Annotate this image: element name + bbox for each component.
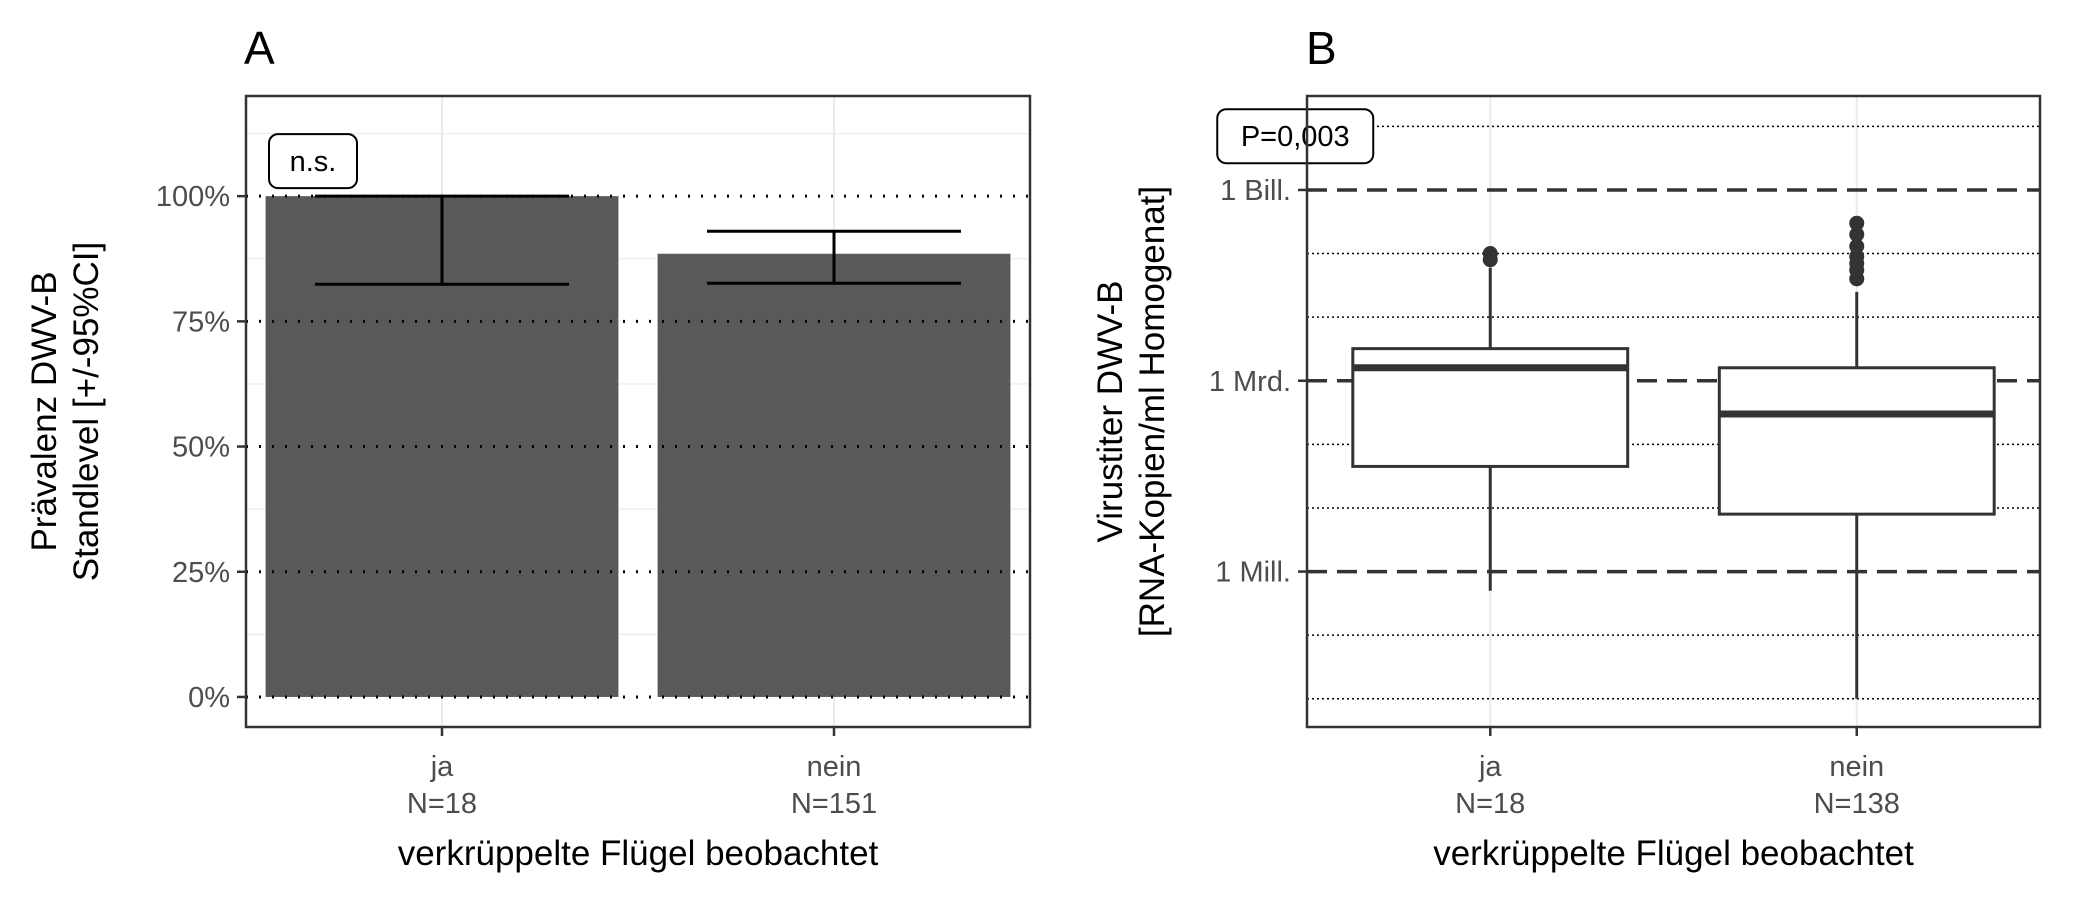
annotation-label: n.s.	[290, 146, 337, 178]
bar-nein	[657, 253, 1011, 697]
x-count-label: N=138	[1814, 788, 1900, 820]
x-count-label: N=18	[407, 788, 477, 820]
outlier-point	[1849, 238, 1865, 254]
y-axis-title: Prävalenz DWV-B Standlevel [+/-95%CI]	[25, 242, 106, 582]
y-tick-label: 75%	[172, 306, 230, 338]
annotation-box	[1216, 108, 1375, 165]
y-tick-label: 1 Mrd.	[1209, 366, 1291, 398]
x-tick-label: ja	[1478, 751, 1502, 783]
annotation-box	[268, 133, 358, 190]
panel-border	[1305, 94, 2042, 729]
outlier-point	[1849, 226, 1865, 242]
panel-b: B P=0,003 1 Mill. 1 Mrd. 1 Bill. ja N=18 nein N=…	[1091, 22, 2042, 873]
box-iqr	[1717, 366, 1996, 516]
y-tick-label: 25%	[172, 557, 230, 589]
x-tick-label: nein	[807, 751, 862, 783]
panel-border	[244, 94, 1032, 729]
x-count-label: N=151	[791, 788, 877, 820]
y-axis-title-line2: [RNA-Kopien/ml Homogenat]	[1133, 186, 1172, 637]
outlier-point	[1849, 215, 1865, 231]
panel-letter: B	[1306, 22, 1337, 74]
y-axis-title-line1: Prävalenz DWV-B	[25, 271, 64, 551]
x-axis-title: verkrüppelte Flügel beobachtet	[398, 834, 879, 873]
x-axis-title: verkrüppelte Flügel beobachtet	[1433, 834, 1914, 873]
y-axis-title-line1: Virustiter DWV-B	[1091, 281, 1130, 543]
x-tick-label: nein	[1829, 751, 1884, 783]
panel-a: An.s. 0% 25% 50% 75% 100% ja N=18 nein N=151 verkr…	[25, 22, 1032, 873]
x-count-label: N=18	[1455, 788, 1525, 820]
y-axis-title-line2: Standlevel [+/-95%CI]	[67, 242, 106, 582]
annotation-label: P=0,003	[1241, 121, 1350, 153]
panel-letter: A	[244, 22, 275, 74]
y-tick-label: 100%	[156, 181, 230, 213]
x-tick-label: ja	[430, 751, 454, 783]
outlier-point	[1482, 246, 1498, 262]
y-tick-label: 0%	[188, 682, 230, 714]
y-tick-label: 50%	[172, 432, 230, 464]
y-axis-title: Virustiter DWV-B [RNA-Kopien/ml Homogenat…	[1091, 186, 1172, 637]
y-tick-label: 1 Mill.	[1215, 557, 1291, 589]
y-tick-label: 1 Bill.	[1220, 175, 1291, 207]
box-nein	[1717, 215, 1996, 699]
box-ja	[1351, 246, 1630, 591]
